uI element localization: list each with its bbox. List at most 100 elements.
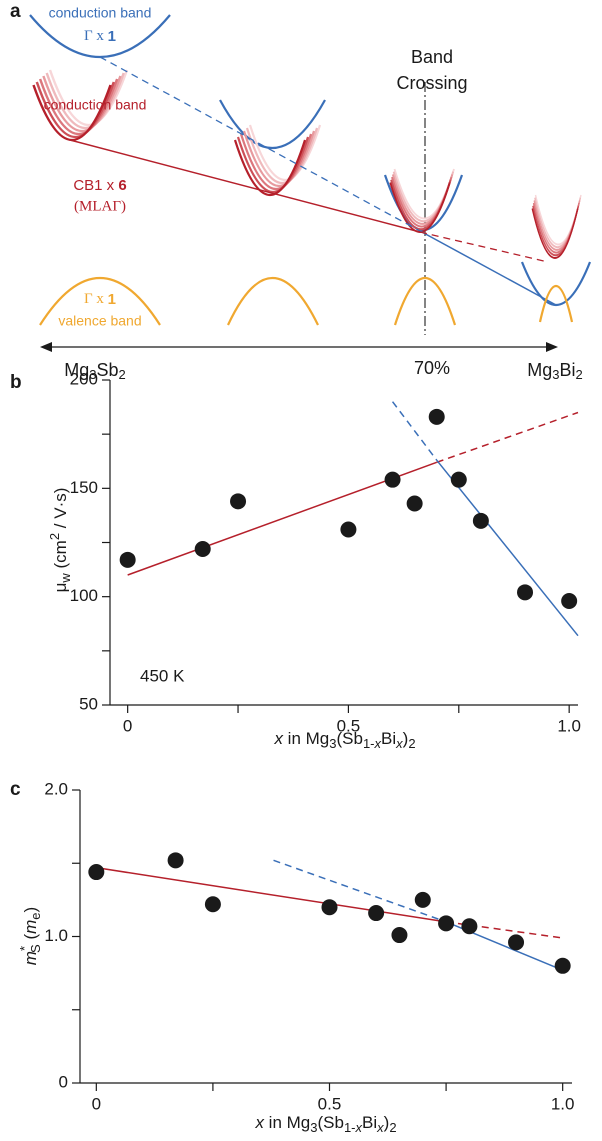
arrow-head <box>40 342 52 352</box>
valence-curve <box>39 276 161 326</box>
t: e <box>28 912 43 919</box>
x-axis-label: x in Mg3(Sb1-xBix)2 <box>273 729 415 751</box>
t: Bi <box>560 360 576 380</box>
t: x <box>355 1120 363 1135</box>
t: x <box>376 1120 384 1135</box>
t: m <box>21 951 40 965</box>
t: 3 <box>552 367 559 382</box>
compound-label: Mg3Bi2 <box>527 360 583 383</box>
fit-line <box>445 921 563 939</box>
annotation: 450 K <box>140 666 185 685</box>
data-point <box>414 891 431 908</box>
y-axis-label: μw (cm2 / V·s) <box>47 488 73 593</box>
t: 1- <box>363 736 375 751</box>
fit-line <box>96 866 447 923</box>
t: ( <box>21 934 40 945</box>
t: in Mg <box>283 729 329 748</box>
t: x <box>254 1113 264 1132</box>
fit-line <box>436 459 579 637</box>
crossing-position: 70% <box>414 358 450 378</box>
factor-number: 1 <box>108 291 116 308</box>
t: / V·s) <box>51 488 70 533</box>
band-factor: Γ x 1 <box>84 28 116 45</box>
data-point <box>517 584 534 601</box>
data-point <box>230 493 247 510</box>
y-tick-label: 200 <box>70 369 98 388</box>
t: x <box>374 736 382 751</box>
band-curve <box>383 174 464 232</box>
t: m <box>21 920 40 934</box>
schematic: a <box>10 1 592 352</box>
t: (cm <box>51 540 70 573</box>
t: Mg <box>64 360 89 380</box>
band-factor: Γ x 1 <box>84 291 116 308</box>
valence-curve <box>393 277 457 326</box>
t: 3 <box>310 1120 317 1135</box>
band-stack <box>233 123 322 197</box>
data-point <box>204 896 221 913</box>
compound-label: Mg3Sb2 <box>64 360 126 383</box>
t: in Mg <box>264 1113 310 1132</box>
fit-line <box>273 859 447 923</box>
x-tick-label: 0 <box>92 1094 101 1113</box>
data-point <box>508 934 525 951</box>
data-point <box>428 408 445 425</box>
band-curve <box>219 99 326 150</box>
data-point <box>461 918 478 935</box>
t: * <box>17 946 32 951</box>
y-tick-label: 100 <box>70 586 98 605</box>
valence-curve <box>227 277 319 326</box>
data-point <box>119 551 136 568</box>
trend-line <box>69 139 421 233</box>
band-curve <box>520 261 592 306</box>
y-axis-label: m*S (me) <box>17 907 43 965</box>
y-tick-label: 0 <box>59 1072 68 1091</box>
x-tick-label: 0.5 <box>337 716 361 735</box>
fit-line <box>391 401 438 461</box>
data-point <box>438 915 455 932</box>
data-point <box>340 521 357 538</box>
t: 3 <box>89 367 96 382</box>
t: 1- <box>344 1120 356 1135</box>
y-tick-label: 1.0 <box>44 926 68 945</box>
t: ) <box>21 907 40 913</box>
data-point <box>368 905 385 922</box>
data-point <box>554 957 571 974</box>
band-points: (MLAΓ) <box>74 198 126 214</box>
t: 2 <box>408 736 415 751</box>
t: 2 <box>389 1120 396 1135</box>
y-tick-label: 2.0 <box>44 779 68 798</box>
factor-text: Γ x <box>84 291 108 307</box>
panel-label: c <box>10 779 21 800</box>
y-tick-label: 150 <box>70 478 98 497</box>
t: S <box>28 944 43 953</box>
data-point <box>406 495 423 512</box>
data-point <box>384 471 401 488</box>
factor-text: Γ x <box>84 28 108 44</box>
t: Sb <box>96 360 118 380</box>
t: μ <box>51 583 70 593</box>
fit-line <box>436 411 579 464</box>
factor-number: 1 <box>108 28 116 45</box>
x-tick-label: 0.5 <box>318 1094 342 1113</box>
t: 3 <box>329 736 336 751</box>
t: Bi <box>381 729 396 748</box>
crossing-label: Crossing <box>396 73 467 93</box>
x-tick-label: 0 <box>123 716 132 735</box>
panel-label: a <box>10 1 21 22</box>
t: x <box>273 729 283 748</box>
data-point <box>88 864 105 881</box>
x-tick-label: 1.0 <box>557 716 581 735</box>
trend-line <box>419 230 557 306</box>
band-label: conduction band <box>49 5 152 21</box>
trend-line <box>99 56 421 232</box>
data-point <box>391 927 408 944</box>
trend-line <box>419 231 549 263</box>
factor-text: CB1 x <box>73 177 118 194</box>
data-point <box>167 852 184 869</box>
data-point <box>561 593 578 609</box>
t: ) <box>384 1113 390 1132</box>
band-label: conduction band <box>44 97 147 113</box>
